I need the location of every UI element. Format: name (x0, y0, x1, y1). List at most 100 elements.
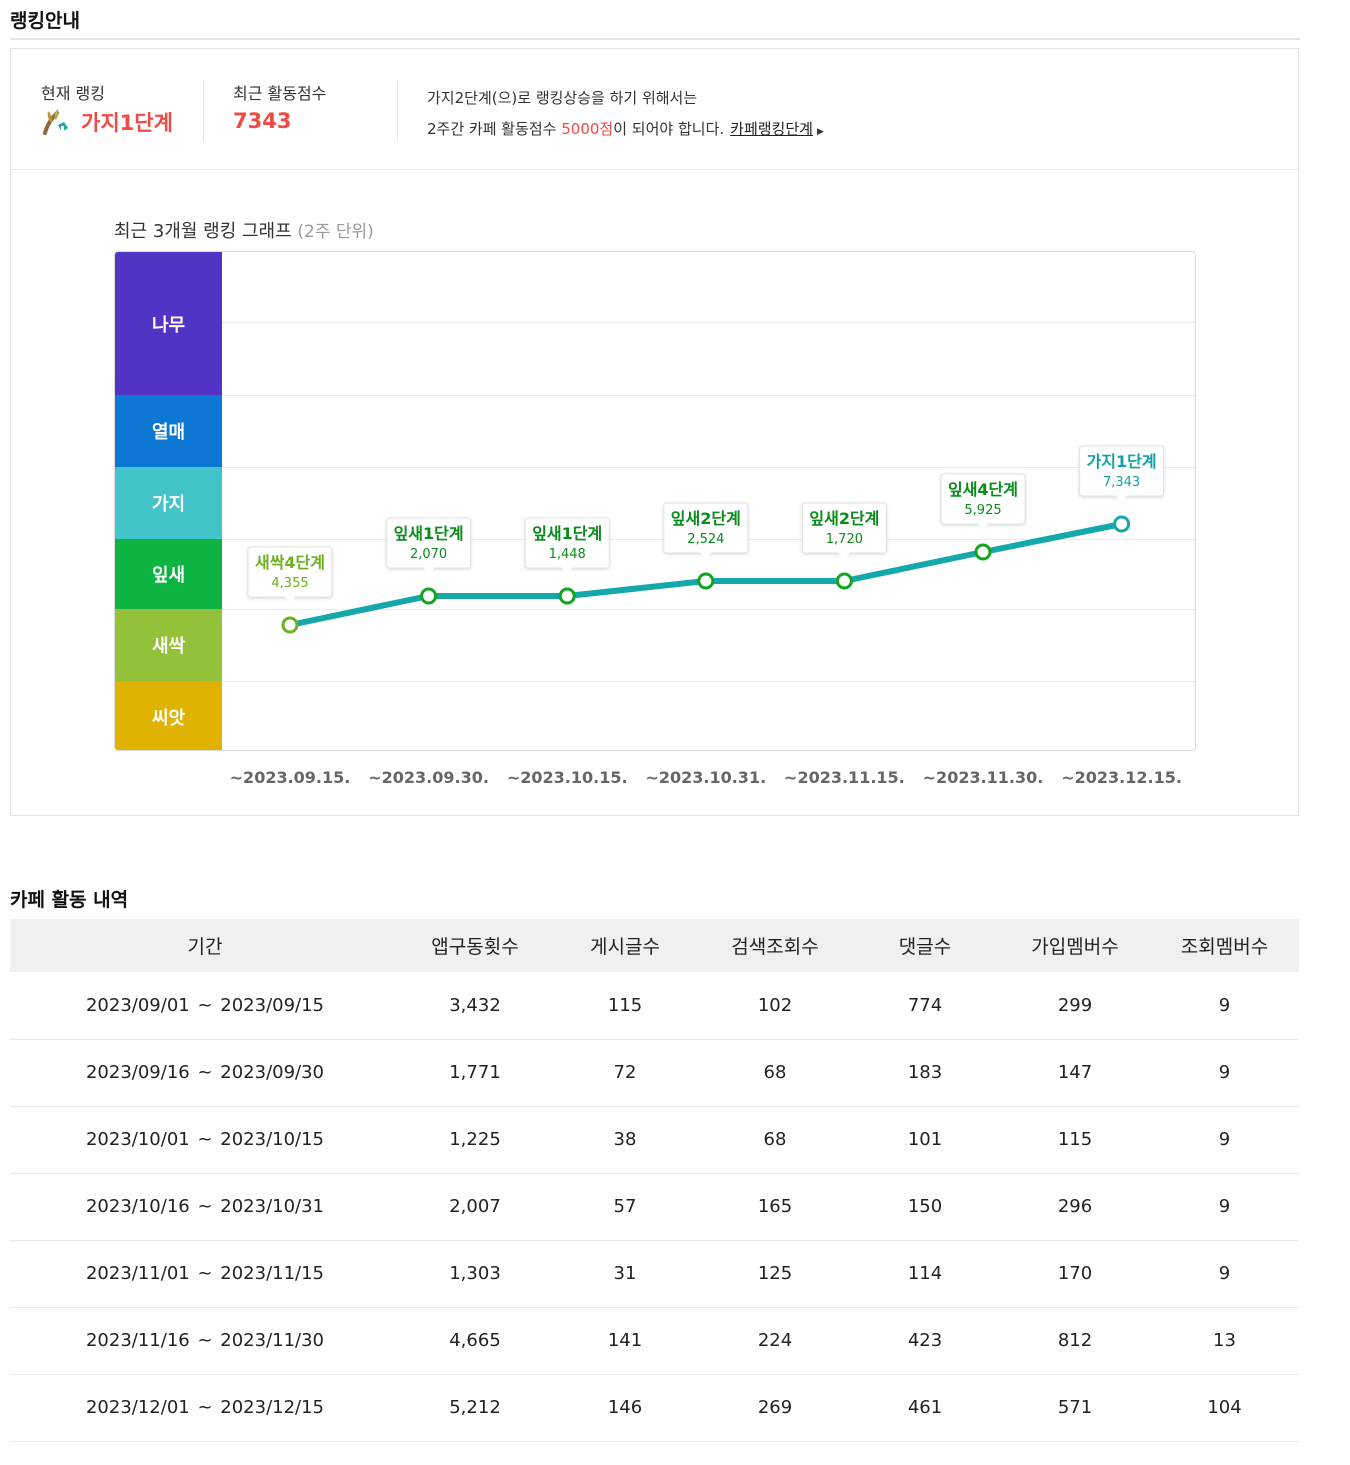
title-divider (10, 38, 1300, 40)
branch-rank-icon (43, 109, 68, 135)
table-cell: 571 (1000, 1374, 1150, 1442)
table-cell: 423 (850, 1307, 1000, 1375)
table-cell: 102 (700, 972, 850, 1040)
notice-target-score: 5000점 (561, 120, 614, 138)
table-cell: 269 (700, 1374, 850, 1442)
table-cell: 774 (850, 972, 1000, 1040)
table-cell: 224 (700, 1307, 850, 1375)
x-axis-tick-label: ~2023.10.15. (506, 768, 628, 787)
ranking-notice: 가지2단계(으)로 랭킹상승을 하기 위해서는 2주간 카페 활동점수 5000… (427, 83, 824, 148)
table-header-row: 기간 앱구동횟수 게시글수 검색조회수 댓글수 가입멤버수 조회멤버수 (10, 919, 1299, 972)
table-cell: 2,007 (400, 1173, 550, 1241)
table-row: 2023/09/16 ~ 2023/09/30 1,771 72 68 183 147 9 (10, 1039, 1299, 1107)
ranking-summary: 현재 랭킹 가지1단계 최근 활동점수 7343 가지2단계(으)로 랭킹상승을… (11, 49, 1298, 170)
table-cell: 115 (550, 972, 700, 1040)
period-cell: 2023/12/01 ~ 2023/12/15 (10, 1374, 400, 1442)
table-cell: 9 (1150, 1106, 1299, 1174)
x-axis-tick-label: ~2023.10.31. (645, 768, 767, 787)
activity-section-title: 카페 활동 내역 (10, 889, 129, 911)
period-cell: 2023/09/01 ~ 2023/09/15 (10, 972, 400, 1040)
table-cell: 38 (550, 1106, 700, 1174)
score-label: 최근 활동점수 (233, 84, 327, 103)
x-axis-tick-label: ~2023.12.15. (1061, 768, 1182, 787)
ranking-section-title: 랭킹안내 (10, 10, 80, 32)
table-cell: 9 (1150, 972, 1299, 1040)
column-header: 앱구동횟수 (400, 919, 550, 972)
table-cell: 5,212 (400, 1374, 550, 1442)
rank-band: 가지 (115, 467, 222, 539)
current-rank-label: 현재 랭킹 (41, 84, 105, 103)
grid-line (222, 609, 1195, 610)
table-cell: 9 (1150, 1240, 1299, 1308)
table-cell: 3,432 (400, 972, 550, 1040)
rank-band: 나무 (115, 252, 222, 395)
notice-line-2: 2주간 카페 활동점수 5000점이 되어야 합니다. 카페랭킹단계 ▶ (427, 114, 824, 148)
table-cell: 101 (850, 1106, 1000, 1174)
table-cell: 1,225 (400, 1106, 550, 1174)
x-axis-tick-label: ~2023.09.30. (368, 768, 489, 787)
table-cell: 183 (850, 1039, 1000, 1107)
table-row: 2023/12/01 ~ 2023/12/15 5,212 146 269 461 571… (10, 1374, 1299, 1442)
x-axis-tick-label: ~2023.11.15. (784, 768, 905, 787)
grid-line (222, 539, 1195, 540)
column-header: 가입멤버수 (1000, 919, 1150, 972)
table-cell: 114 (850, 1240, 1000, 1308)
table-cell: 31 (550, 1240, 700, 1308)
ranking-graph: 나무 열매 가지 잎새 새싹 씨앗 (114, 251, 1196, 751)
table-cell: 68 (700, 1039, 850, 1107)
notice-prefix: 2주간 카페 활동점수 (427, 120, 562, 138)
table-cell: 72 (550, 1039, 700, 1107)
score-value: 7343 (233, 109, 292, 133)
table-cell: 150 (850, 1173, 1000, 1241)
period-cell: 2023/09/16 ~ 2023/09/30 (10, 1039, 400, 1107)
column-header: 조회멤버수 (1150, 919, 1299, 972)
notice-suffix: 이 되어야 합니다. (613, 120, 725, 138)
rank-band: 열매 (115, 395, 222, 467)
grid-line (222, 681, 1195, 682)
table-cell: 461 (850, 1374, 1000, 1442)
table-row: 2023/09/01 ~ 2023/09/15 3,432 115 102 774 299… (10, 972, 1299, 1040)
summary-divider (397, 81, 398, 141)
x-axis-tick-label: ~2023.11.30. (922, 768, 1044, 787)
rank-band: 씨앗 (115, 681, 222, 750)
table-cell: 125 (700, 1240, 850, 1308)
table-cell: 13 (1150, 1307, 1299, 1375)
current-rank: 가지1단계 (41, 107, 173, 137)
grid-line (222, 395, 1195, 396)
x-axis-tick-label: ~2023.09.15. (229, 768, 351, 787)
table-cell: 146 (550, 1374, 700, 1442)
table-cell: 104 (1150, 1374, 1299, 1442)
table-row: 2023/11/16 ~ 2023/11/30 4,665 141 224 423 812… (10, 1307, 1299, 1375)
table-cell: 812 (1000, 1307, 1150, 1375)
ranking-box: 현재 랭킹 가지1단계 최근 활동점수 7343 가지2단계(으)로 랭킹상승을… (10, 48, 1299, 816)
link-arrow-icon: ▶ (816, 127, 824, 137)
grid-line (222, 467, 1195, 468)
graph-title: 최근 3개월 랭킹 그래프 (2주 단위) (114, 217, 374, 243)
period-cell: 2023/11/16 ~ 2023/11/30 (10, 1307, 400, 1375)
column-header: 게시글수 (550, 919, 700, 972)
activity-table: 기간 앱구동횟수 게시글수 검색조회수 댓글수 가입멤버수 조회멤버수 2023/09/01… (10, 919, 1299, 1442)
table-cell: 68 (700, 1106, 850, 1174)
table-row: 2023/10/01 ~ 2023/10/15 1,225 38 68 101 115 9 (10, 1106, 1299, 1174)
table-cell: 115 (1000, 1106, 1150, 1174)
table-cell: 299 (1000, 972, 1150, 1040)
table-cell: 170 (1000, 1240, 1150, 1308)
table-cell: 9 (1150, 1173, 1299, 1241)
rank-bands: 나무 열매 가지 잎새 새싹 씨앗 (115, 252, 222, 750)
period-cell: 2023/10/16 ~ 2023/10/31 (10, 1173, 400, 1241)
table-body: 2023/09/01 ~ 2023/09/15 3,432 115 102 774 299… (10, 972, 1299, 1442)
table-cell: 57 (550, 1173, 700, 1241)
cafe-ranking-levels-link[interactable]: 카페랭킹단계 (730, 120, 813, 138)
rank-band: 새싹 (115, 609, 222, 681)
graph-subtitle: (2주 단위) (297, 222, 374, 242)
table-cell: 296 (1000, 1173, 1150, 1241)
current-rank-value: 가지1단계 (81, 111, 173, 135)
grid-line (222, 322, 1195, 323)
column-header: 기간 (10, 919, 400, 972)
table-cell: 9 (1150, 1039, 1299, 1107)
table-row: 2023/10/16 ~ 2023/10/31 2,007 57 165 150 296 9 (10, 1173, 1299, 1241)
summary-divider (203, 81, 204, 141)
table-cell: 141 (550, 1307, 700, 1375)
column-header: 검색조회수 (700, 919, 850, 972)
period-cell: 2023/11/01 ~ 2023/11/15 (10, 1240, 400, 1308)
